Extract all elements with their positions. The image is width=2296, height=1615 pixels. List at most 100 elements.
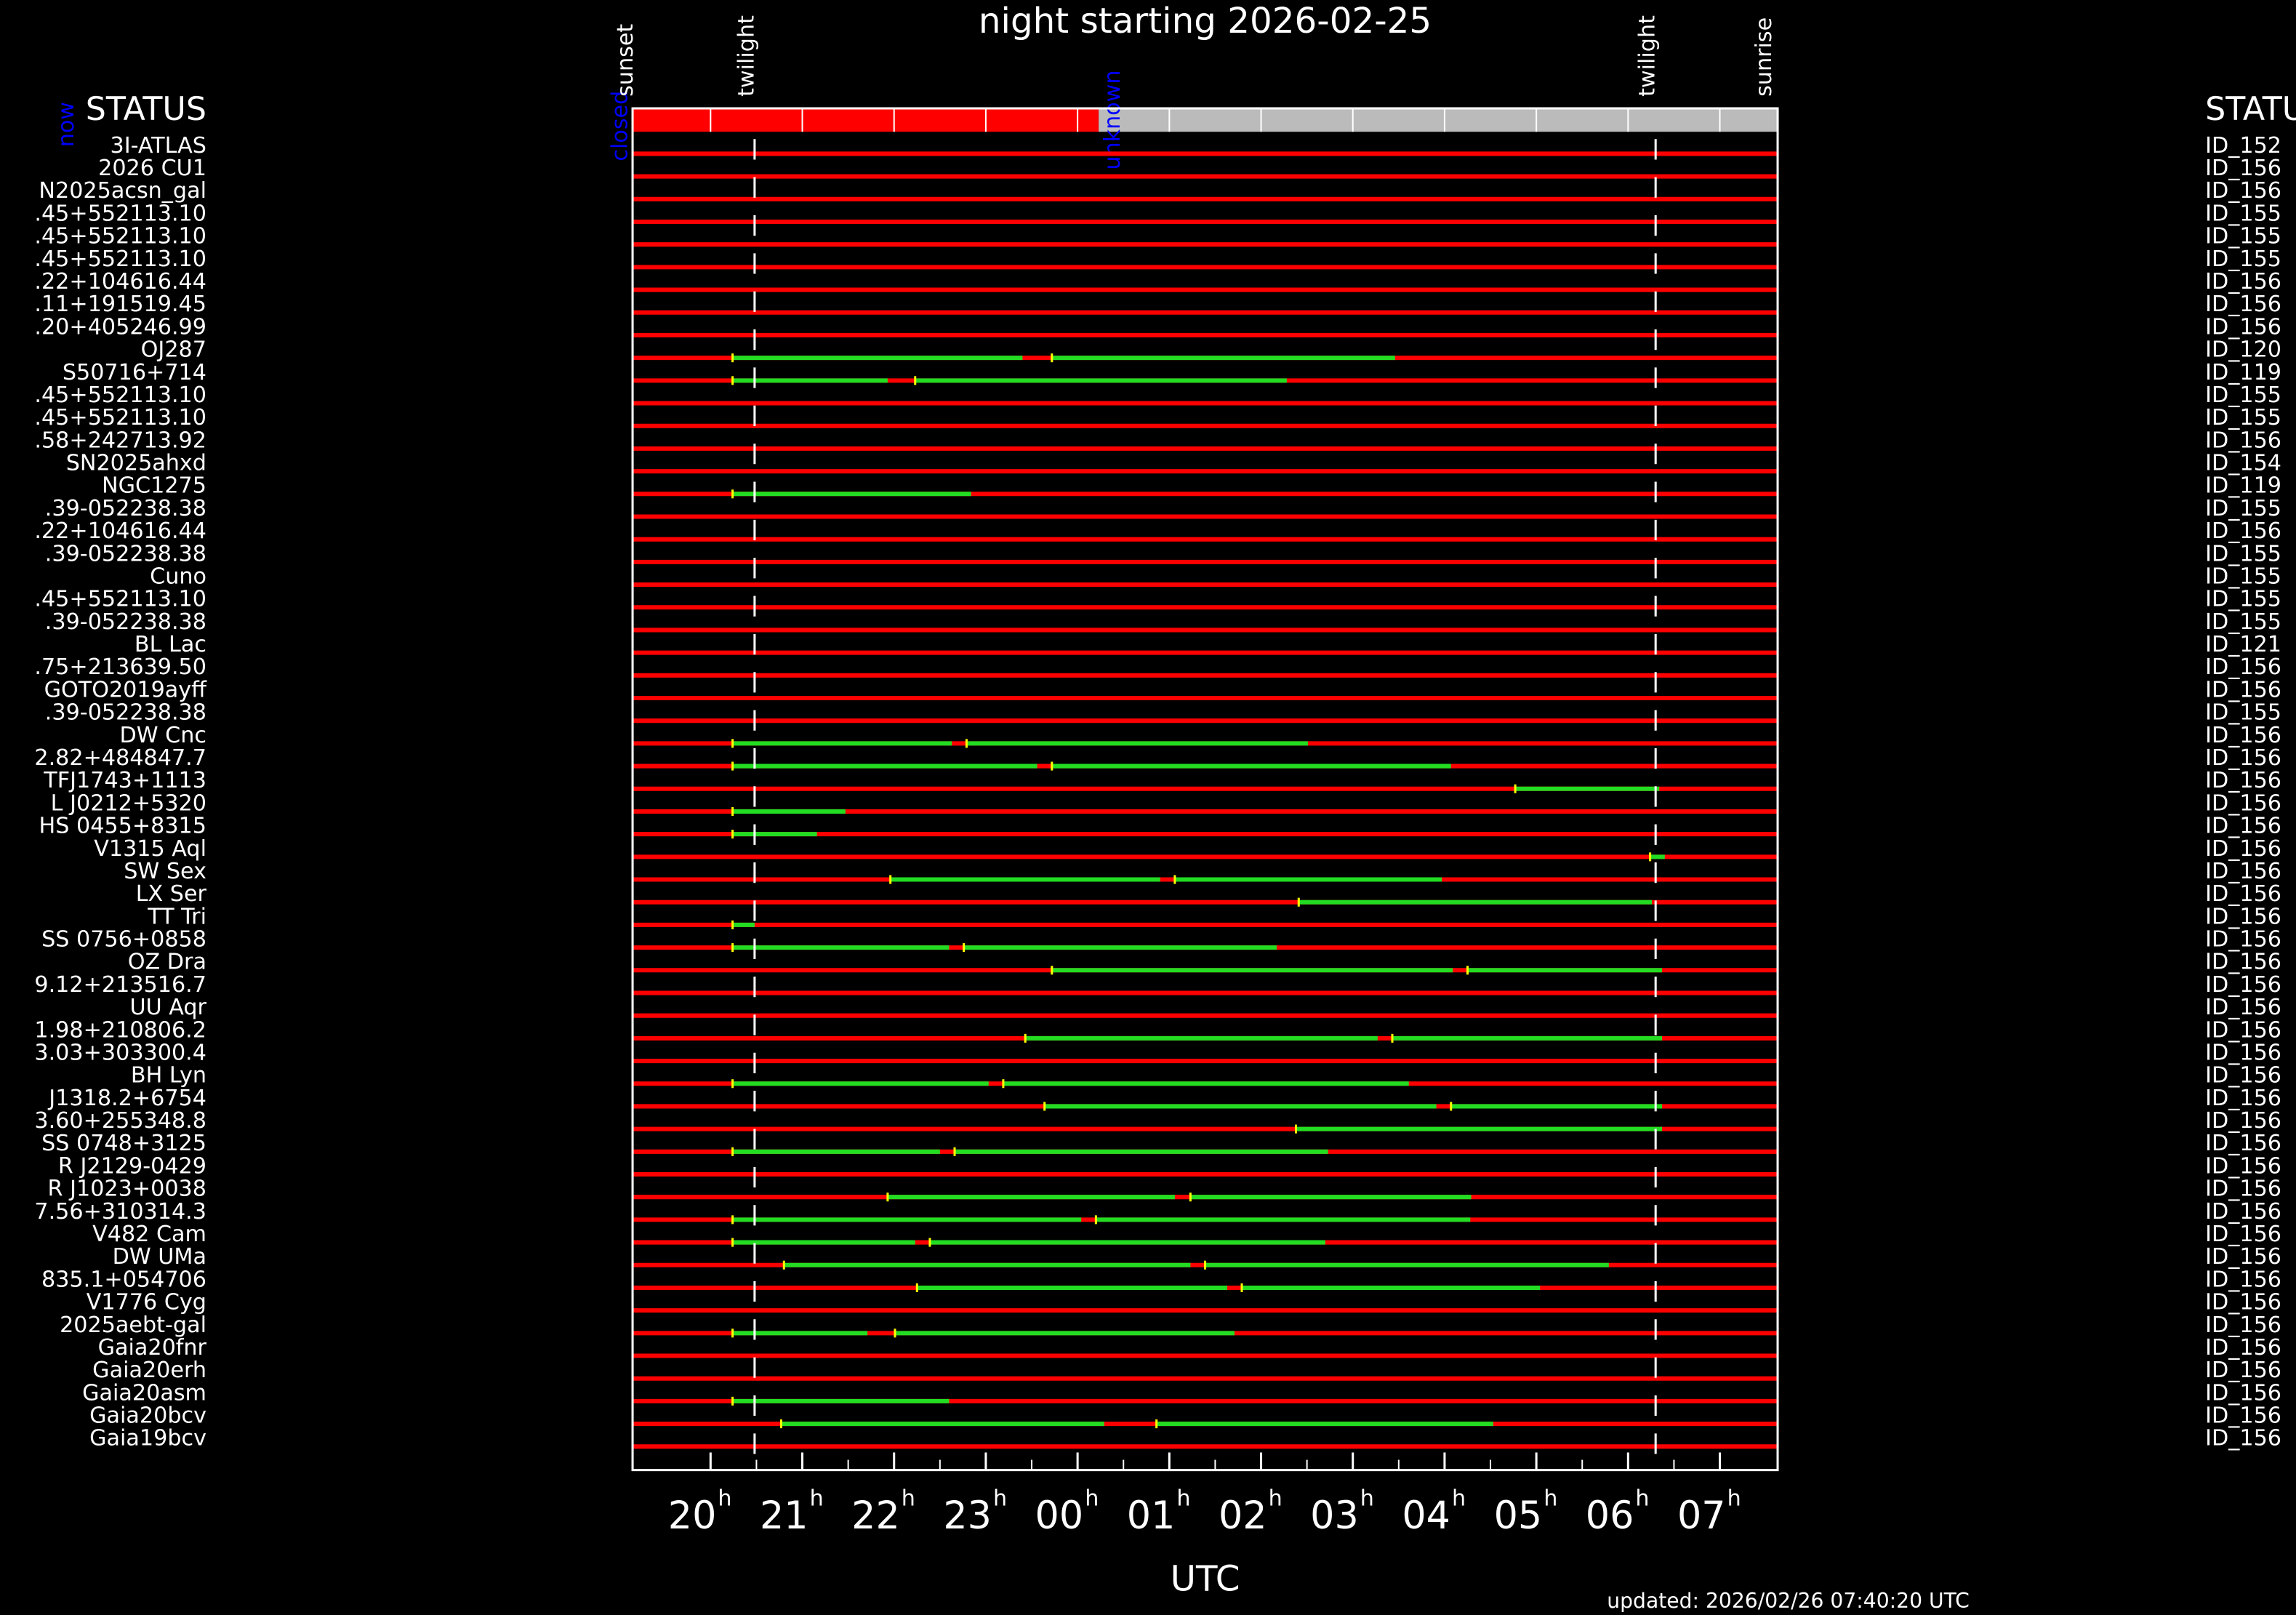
id-header: STATU: [2205, 91, 2296, 128]
row-label: J1318.2+6754: [47, 1086, 206, 1111]
status-segment: [633, 108, 1099, 132]
row-label: NGC1275: [102, 473, 206, 499]
event-label: sunrise: [1751, 17, 1777, 97]
row-id: ID_156: [2205, 314, 2281, 340]
row-label: V482 Cam: [92, 1222, 206, 1247]
row-id: ID_156: [2205, 1244, 2281, 1270]
row-id: ID_156: [2205, 178, 2281, 204]
row-label: TFJ1743+1113: [43, 768, 206, 793]
row-label: Gaia19bcv: [89, 1426, 206, 1451]
row-id: ID_156: [2205, 1131, 2281, 1156]
row-id: ID_120: [2205, 337, 2281, 363]
row-label: .39-052238.38: [45, 541, 206, 566]
row-id: ID_155: [2205, 541, 2281, 566]
row-label: S50716+714: [63, 360, 206, 385]
now-label: now: [54, 102, 79, 147]
row-id: ID_156: [2205, 1086, 2281, 1111]
row-label: Gaia20fnr: [98, 1335, 207, 1360]
row-id: ID_156: [2205, 1380, 2281, 1406]
row-id: ID_156: [2205, 156, 2281, 181]
row-id: ID_155: [2205, 587, 2281, 612]
event-label: sunset: [613, 24, 638, 97]
row-label: .39-052238.38: [45, 700, 206, 726]
row-id: ID_156: [2205, 1335, 2281, 1360]
row-id: ID_156: [2205, 1313, 2281, 1338]
x-tick-label: 04: [1402, 1494, 1450, 1538]
row-label: .45+552113.10: [34, 224, 206, 249]
row-id: ID_156: [2205, 972, 2281, 998]
x-tick-label: 23: [943, 1494, 992, 1538]
row-label: DW UMa: [113, 1244, 206, 1270]
x-tick-label: 21: [760, 1494, 808, 1538]
row-id: ID_156: [2205, 836, 2281, 862]
row-id: ID_156: [2205, 1040, 2281, 1065]
row-label: .11+191519.45: [34, 292, 206, 317]
row-label: 1.98+210806.2: [34, 1017, 206, 1043]
x-tick-label: 07: [1677, 1494, 1726, 1538]
status-label: closed: [607, 91, 633, 161]
row-id: ID_154: [2205, 451, 2281, 476]
row-label: SN2025ahxd: [66, 451, 206, 476]
row-id: ID_155: [2205, 201, 2281, 226]
row-id: ID_156: [2205, 1267, 2281, 1292]
row-id: ID_121: [2205, 632, 2281, 657]
row-label: BH Lyn: [131, 1063, 206, 1089]
row-id: ID_156: [2205, 790, 2281, 816]
row-label: .39-052238.38: [45, 609, 206, 635]
x-tick-suffix: h: [1544, 1486, 1557, 1511]
row-label: DW Cnc: [119, 723, 206, 748]
row-label: .22+104616.44: [34, 518, 206, 544]
row-label: GOTO2019ayff: [44, 677, 208, 702]
x-tick-suffix: h: [993, 1486, 1007, 1511]
row-label: N2025acsn_gal: [39, 178, 206, 204]
row-label: SS 0748+3125: [41, 1131, 206, 1156]
status-segment: [1099, 108, 1778, 132]
x-tick-label: 03: [1310, 1494, 1359, 1538]
x-tick-suffix: h: [1269, 1486, 1283, 1511]
row-id: ID_156: [2205, 428, 2281, 453]
row-label: SW Sex: [124, 859, 206, 884]
x-tick-label: 05: [1494, 1494, 1543, 1538]
chart-title: night starting 2026-02-25: [979, 1, 1432, 41]
row-id: ID_155: [2205, 564, 2281, 589]
row-id: ID_156: [2205, 995, 2281, 1020]
row-id: ID_156: [2205, 1290, 2281, 1315]
row-id: ID_155: [2205, 224, 2281, 249]
row-label: BL Lac: [135, 632, 206, 657]
row-label: .45+552113.10: [34, 382, 206, 408]
row-id: ID_156: [2205, 1108, 2281, 1134]
row-label: 835.1+054706: [41, 1267, 206, 1292]
updated-time: updated: 2026/02/26 07:40:20 UTC: [1607, 1589, 1970, 1613]
row-label: V1776 Cyg: [87, 1290, 206, 1315]
row-label: 9.12+213516.7: [34, 972, 206, 998]
row-label: Gaia20asm: [82, 1380, 206, 1406]
x-tick-label: 02: [1219, 1494, 1267, 1538]
row-label: UU Aqr: [129, 995, 206, 1020]
x-tick-label: 20: [668, 1494, 717, 1538]
row-label: .22+104616.44: [34, 269, 206, 294]
x-tick-suffix: h: [1176, 1486, 1190, 1511]
row-label: 2025aebt-gal: [60, 1313, 206, 1338]
row-id: ID_156: [2205, 292, 2281, 317]
row-label: 2026 CU1: [98, 156, 206, 181]
x-axis-label: UTC: [1171, 1559, 1240, 1600]
row-id: ID_156: [2205, 768, 2281, 793]
row-id: ID_156: [2205, 677, 2281, 702]
event-label: twilight: [734, 15, 759, 97]
row-id: ID_155: [2205, 700, 2281, 726]
row-id: ID_156: [2205, 723, 2281, 748]
row-label: .45+552113.10: [34, 587, 206, 612]
row-id: ID_156: [2205, 1403, 2281, 1429]
row-id: ID_156: [2205, 927, 2281, 953]
row-label: .39-052238.38: [45, 496, 206, 521]
row-id: ID_155: [2205, 382, 2281, 408]
row-label: .45+552113.10: [34, 247, 206, 272]
row-label: R J1023+0038: [48, 1177, 206, 1202]
row-label: L J0212+5320: [51, 790, 206, 816]
x-tick-suffix: h: [1452, 1486, 1466, 1511]
x-tick-suffix: h: [810, 1486, 824, 1511]
row-label: OJ287: [141, 337, 206, 363]
